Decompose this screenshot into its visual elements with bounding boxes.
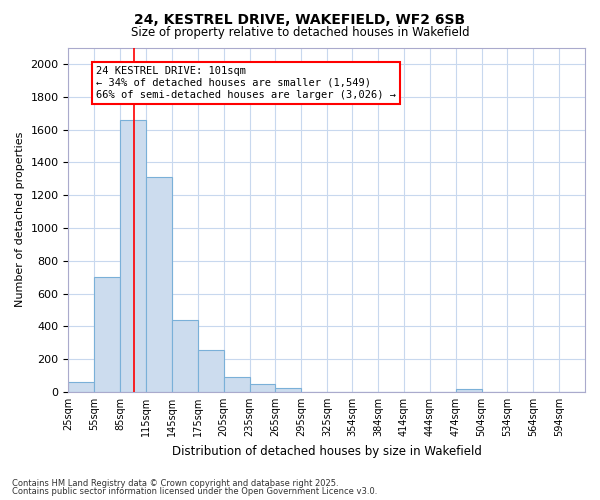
- Text: Size of property relative to detached houses in Wakefield: Size of property relative to detached ho…: [131, 26, 469, 39]
- Bar: [250, 384, 275, 392]
- Text: 24, KESTREL DRIVE, WAKEFIELD, WF2 6SB: 24, KESTREL DRIVE, WAKEFIELD, WF2 6SB: [134, 12, 466, 26]
- Bar: [224, 377, 250, 392]
- Bar: [275, 388, 301, 392]
- Bar: [455, 390, 482, 392]
- Bar: [68, 382, 94, 392]
- Bar: [198, 350, 224, 392]
- Y-axis label: Number of detached properties: Number of detached properties: [15, 132, 25, 308]
- Bar: [146, 177, 172, 392]
- Bar: [120, 120, 146, 392]
- Text: Contains HM Land Registry data © Crown copyright and database right 2025.: Contains HM Land Registry data © Crown c…: [12, 478, 338, 488]
- Bar: [172, 320, 198, 392]
- Text: 24 KESTREL DRIVE: 101sqm
← 34% of detached houses are smaller (1,549)
66% of sem: 24 KESTREL DRIVE: 101sqm ← 34% of detach…: [96, 66, 396, 100]
- X-axis label: Distribution of detached houses by size in Wakefield: Distribution of detached houses by size …: [172, 444, 482, 458]
- Text: Contains public sector information licensed under the Open Government Licence v3: Contains public sector information licen…: [12, 487, 377, 496]
- Bar: [94, 277, 120, 392]
